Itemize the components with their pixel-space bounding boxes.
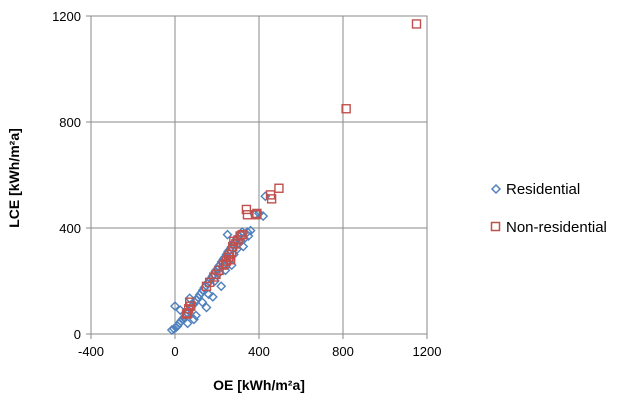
- y-axis-ticks: 0 400 800 1200: [52, 9, 81, 342]
- square-icon: [490, 221, 501, 232]
- legend-label-non-residential: Non-residential: [506, 219, 607, 236]
- x-tick-label: 800: [332, 344, 354, 359]
- x-tick-label: 400: [248, 344, 270, 359]
- data-point-non-residential: [251, 210, 261, 220]
- legend: Residential Non-residential: [490, 181, 607, 236]
- data-point-residential: [222, 229, 233, 240]
- legend-item-residential: Residential: [490, 181, 580, 198]
- data-point-non-residential: [241, 204, 252, 215]
- data-point-residential: [191, 310, 201, 321]
- data-point-non-residential: [274, 183, 284, 193]
- diamond-icon: [490, 183, 502, 195]
- x-tick-label: 0: [171, 344, 178, 359]
- data-point-non-residential: [201, 281, 212, 291]
- x-axis-title: OE [kWh/m²a]: [213, 377, 305, 393]
- y-tick-label: 400: [59, 221, 81, 236]
- data-point-non-residential: [211, 269, 221, 280]
- data-point-residential: [170, 301, 180, 312]
- data-point-residential: [182, 318, 193, 329]
- x-tick-label: 1200: [413, 344, 442, 359]
- data-point-residential: [201, 302, 212, 313]
- data-point-non-residential: [220, 259, 231, 269]
- y-tick-label: 1200: [52, 9, 81, 24]
- data-point-non-residential: [224, 249, 235, 260]
- data-point-non-residential: [266, 194, 277, 204]
- data-point-non-residential: [229, 236, 239, 246]
- x-axis-ticks: -400 0 400 800 1200: [78, 344, 441, 359]
- y-tick-label: 0: [74, 327, 81, 342]
- plot-points: [166, 19, 422, 336]
- data-point-residential: [203, 289, 214, 300]
- y-axis-title: LCE [kWh/m²a]: [6, 128, 22, 228]
- plot-area-border: [90, 15, 428, 335]
- data-point-residential: [207, 291, 218, 302]
- legend-item-non-residential: Non-residential: [490, 219, 607, 236]
- data-point-non-residential: [182, 308, 193, 318]
- data-point-non-residential: [252, 208, 262, 219]
- data-point-residential: [216, 281, 227, 292]
- plot-grid: [86, 15, 428, 339]
- data-point-non-residential: [181, 309, 192, 319]
- data-point-non-residential: [341, 104, 351, 114]
- legend-label-residential: Residential: [506, 181, 580, 198]
- data-point-residential: [197, 297, 208, 308]
- y-tick-label: 800: [59, 115, 81, 130]
- x-tick-label: -400: [78, 344, 104, 359]
- data-point-non-residential: [411, 19, 422, 29]
